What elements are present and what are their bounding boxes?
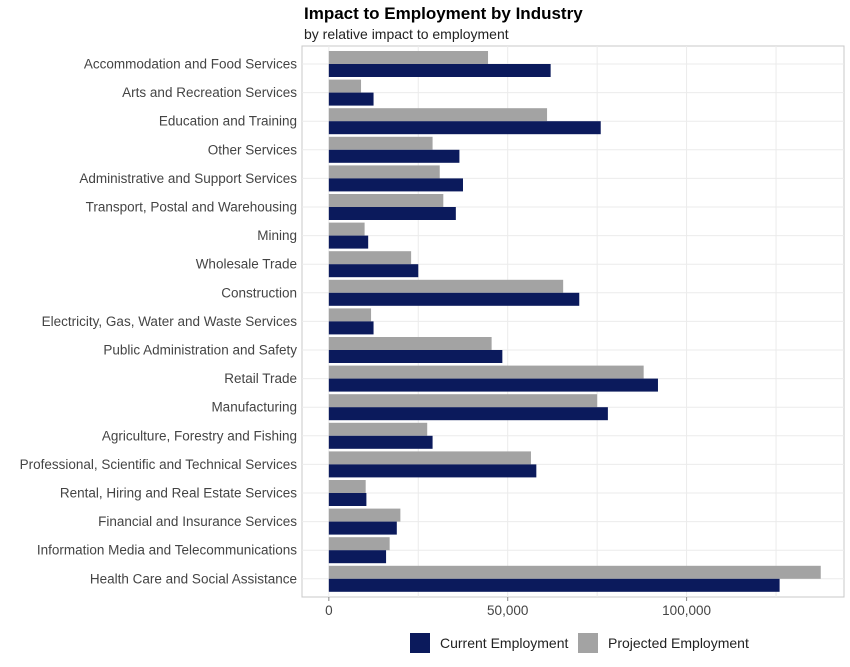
legend-swatch — [410, 633, 430, 653]
bar-projected-employment — [328, 222, 365, 236]
bar-projected-employment — [328, 422, 428, 436]
bar-projected-employment — [328, 108, 548, 122]
bar-projected-employment — [328, 537, 390, 551]
category-label: Agriculture, Forestry and Fishing — [102, 428, 297, 443]
bar-projected-employment — [328, 279, 564, 293]
bar-current-employment — [328, 292, 580, 306]
category-label: Manufacturing — [211, 400, 297, 415]
legend-current-employment: Current Employment — [410, 633, 568, 653]
bar-projected-employment — [328, 308, 372, 322]
bar-projected-employment — [328, 394, 598, 408]
bar-projected-employment — [328, 194, 444, 207]
category-label: Arts and Recreation Services — [122, 85, 297, 100]
chart-subtitle: by relative impact to employment — [304, 26, 509, 42]
bar-projected-employment — [328, 337, 492, 350]
category-label: Education and Training — [159, 114, 297, 129]
bar-projected-employment — [328, 365, 644, 379]
bar-current-employment — [328, 350, 503, 363]
bar-current-employment — [328, 378, 658, 392]
bar-projected-employment — [328, 165, 440, 179]
category-label: Other Services — [208, 142, 298, 157]
bars — [328, 51, 821, 592]
bar-current-employment — [328, 521, 397, 535]
category-label: Rental, Hiring and Real Estate Services — [60, 486, 297, 501]
category-label: Retail Trade — [224, 371, 297, 386]
legend: Current Employment Projected Employment — [410, 633, 749, 653]
bar-current-employment — [328, 64, 551, 77]
bar-current-employment — [328, 235, 369, 249]
category-labels: Accommodation and Food Services Arts and … — [20, 57, 298, 587]
category-label: Electricity, Gas, Water and Waste Servic… — [42, 314, 298, 329]
bar-current-employment — [328, 550, 387, 564]
bar-projected-employment — [328, 51, 489, 64]
chart-title: Impact to Employment by Industry — [304, 4, 583, 23]
bar-current-employment — [328, 207, 456, 220]
bar-current-employment — [328, 92, 374, 106]
bar-projected-employment — [328, 565, 821, 579]
category-label: Professional, Scientific and Technical S… — [20, 457, 298, 472]
category-label: Information Media and Telecommunications — [37, 543, 297, 558]
x-tick-label: 0 — [325, 603, 333, 618]
x-tick-label: 50,000 — [487, 603, 528, 618]
category-label: Wholesale Trade — [196, 257, 297, 272]
legend-label: Projected Employment — [608, 635, 749, 651]
legend-label: Current Employment — [440, 635, 568, 651]
bar-current-employment — [328, 149, 460, 163]
category-label: Accommodation and Food Services — [84, 57, 297, 72]
bar-current-employment — [328, 264, 419, 278]
x-tick-label: 100,000 — [662, 603, 711, 618]
bar-current-employment — [328, 178, 463, 192]
category-label: Mining — [257, 228, 297, 243]
category-label: Public Administration and Safety — [103, 343, 297, 358]
category-label: Administrative and Support Services — [79, 171, 297, 186]
bar-projected-employment — [328, 508, 401, 522]
bar-current-employment — [328, 464, 537, 478]
bar-current-employment — [328, 407, 608, 421]
bar-current-employment — [328, 493, 367, 506]
grid-lines — [302, 46, 844, 597]
category-label: Construction — [221, 285, 297, 300]
bar-projected-employment — [328, 136, 433, 150]
category-label: Health Care and Social Assistance — [90, 571, 297, 586]
bar-current-employment — [328, 321, 374, 335]
x-axis-ticks: 0 50,000 100,000 — [325, 597, 711, 618]
bar-current-employment — [328, 578, 780, 592]
legend-projected-employment: Projected Employment — [578, 633, 749, 653]
legend-swatch — [578, 633, 598, 653]
bar-projected-employment — [328, 480, 366, 493]
bar-projected-employment — [328, 251, 412, 265]
bar-current-employment — [328, 435, 433, 449]
category-label: Financial and Insurance Services — [98, 514, 297, 529]
bar-projected-employment — [328, 79, 362, 93]
category-label: Transport, Postal and Warehousing — [86, 200, 297, 215]
bar-projected-employment — [328, 451, 531, 465]
bar-current-employment — [328, 121, 601, 135]
